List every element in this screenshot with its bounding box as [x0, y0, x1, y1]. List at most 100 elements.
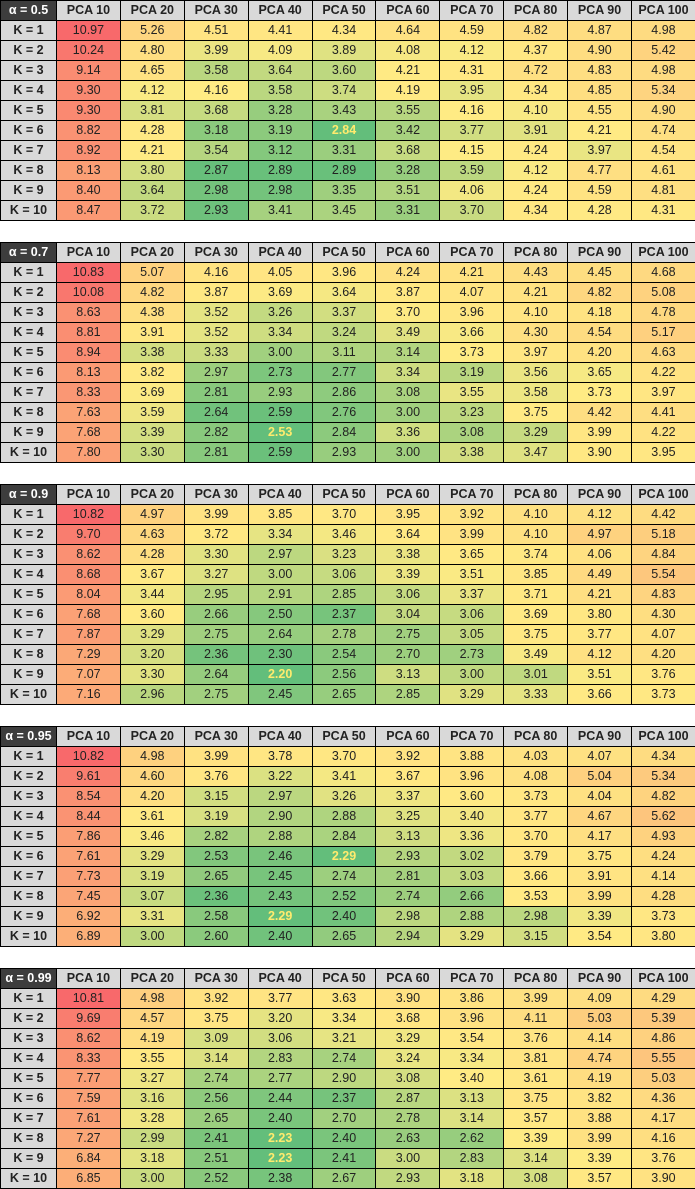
- heatmap-cell: 2.73: [248, 363, 312, 383]
- heatmap-cell: 2.36: [184, 887, 248, 907]
- column-header: PCA 80: [504, 243, 568, 263]
- heatmap-cell: 3.65: [440, 545, 504, 565]
- heatmap-cell: 3.63: [312, 989, 376, 1009]
- column-header: PCA 50: [312, 969, 376, 989]
- heatmap-cell: 3.18: [184, 121, 248, 141]
- heatmap-cell: 10.83: [57, 263, 121, 283]
- heatmap-cell: 4.59: [568, 181, 632, 201]
- alpha-label: α = 0.7: [1, 243, 57, 263]
- heatmap-cell: 3.67: [376, 767, 440, 787]
- heatmap-cell: 3.15: [504, 927, 568, 947]
- heatmap-cell: 2.37: [312, 605, 376, 625]
- heatmap-cell: 4.68: [632, 263, 695, 283]
- heatmap-cell: 3.61: [120, 807, 184, 827]
- heatmap-cell: 2.38: [248, 1169, 312, 1189]
- heatmap-cell: 2.98: [248, 181, 312, 201]
- heatmap-cell: 3.18: [120, 1149, 184, 1169]
- heatmap-cell: 3.91: [504, 121, 568, 141]
- heatmap-cell: 8.33: [57, 383, 121, 403]
- heatmap-cell: 3.28: [376, 161, 440, 181]
- row-header: K = 7: [1, 1109, 57, 1129]
- column-header: PCA 30: [184, 243, 248, 263]
- heatmap-cell: 3.46: [312, 525, 376, 545]
- heatmap-cell: 2.54: [312, 645, 376, 665]
- heatmap-cell: 3.73: [632, 907, 695, 927]
- heatmap-cell: 4.42: [568, 403, 632, 423]
- heatmap-cell: 3.92: [440, 505, 504, 525]
- row-header: K = 8: [1, 1129, 57, 1149]
- heatmap-cell: 4.16: [184, 263, 248, 283]
- heatmap-cell: 4.42: [632, 505, 695, 525]
- row-header: K = 2: [1, 525, 57, 545]
- row-header: K = 8: [1, 403, 57, 423]
- heatmap-cell: 4.29: [632, 989, 695, 1009]
- heatmap-cell: 8.47: [57, 201, 121, 221]
- heatmap-cell: 4.14: [568, 1029, 632, 1049]
- heatmap-cell: 7.07: [57, 665, 121, 685]
- column-header: PCA 90: [568, 727, 632, 747]
- heatmap-cell: 2.75: [184, 625, 248, 645]
- row-header: K = 5: [1, 1069, 57, 1089]
- heatmap-cell: 3.95: [376, 505, 440, 525]
- heatmap-cell: 3.99: [504, 989, 568, 1009]
- heatmap-cell: 4.07: [568, 747, 632, 767]
- column-header: PCA 30: [184, 485, 248, 505]
- heatmap-cell: 2.98: [504, 907, 568, 927]
- heatmap-cell: 4.21: [376, 61, 440, 81]
- heatmap-cell: 10.82: [57, 505, 121, 525]
- heatmap-cell: 2.40: [312, 907, 376, 927]
- column-header: PCA 10: [57, 969, 121, 989]
- heatmap-cell: 2.84: [312, 423, 376, 443]
- heatmap-cell: 3.59: [440, 161, 504, 181]
- heatmap-cell: 4.74: [568, 1049, 632, 1069]
- heatmap-cell: 3.13: [440, 1089, 504, 1109]
- heatmap-cell: 3.67: [120, 565, 184, 585]
- heatmap-cell: 3.70: [504, 827, 568, 847]
- row-header: K = 2: [1, 767, 57, 787]
- heatmap-cell: 5.39: [632, 1009, 695, 1029]
- heatmap-cell: 2.93: [312, 443, 376, 463]
- column-header: PCA 70: [440, 1, 504, 21]
- heatmap-cell: 4.34: [312, 21, 376, 41]
- row-header: K = 1: [1, 21, 57, 41]
- row-header: K = 10: [1, 927, 57, 947]
- column-header: PCA 70: [440, 485, 504, 505]
- row-header: K = 4: [1, 565, 57, 585]
- column-header: PCA 90: [568, 485, 632, 505]
- heatmap-cell: 3.19: [184, 807, 248, 827]
- heatmap-cell: 4.03: [504, 747, 568, 767]
- column-header: PCA 60: [376, 1, 440, 21]
- heatmap-cell: 2.81: [184, 383, 248, 403]
- row-header: K = 10: [1, 443, 57, 463]
- column-header: PCA 70: [440, 243, 504, 263]
- heatmap-cell: 8.82: [57, 121, 121, 141]
- heatmap-cell: 3.55: [376, 101, 440, 121]
- heatmap-cell: 3.36: [376, 423, 440, 443]
- row-header: K = 8: [1, 161, 57, 181]
- heatmap-cell: 3.73: [440, 343, 504, 363]
- heatmap-cell: 4.98: [120, 747, 184, 767]
- heatmap-cell: 2.60: [184, 927, 248, 947]
- heatmap-cell: 2.74: [312, 1049, 376, 1069]
- row-header: K = 9: [1, 1149, 57, 1169]
- column-header: PCA 30: [184, 1, 248, 21]
- heatmap-cell: 3.45: [312, 201, 376, 221]
- heatmap-cell: 2.20: [248, 665, 312, 685]
- heatmap-cell: 4.38: [120, 303, 184, 323]
- heatmap-cell: 4.24: [632, 847, 695, 867]
- heatmap-cell: 2.83: [440, 1149, 504, 1169]
- heatmap-cell: 2.85: [312, 585, 376, 605]
- heatmap-cell: 4.81: [632, 181, 695, 201]
- heatmap-cell: 3.38: [440, 443, 504, 463]
- alpha-label: α = 0.95: [1, 727, 57, 747]
- heatmap-cell: 4.36: [632, 1089, 695, 1109]
- heatmap-cell: 4.77: [568, 161, 632, 181]
- heatmap-cell: 4.12: [440, 41, 504, 61]
- heatmap-cell: 3.92: [184, 989, 248, 1009]
